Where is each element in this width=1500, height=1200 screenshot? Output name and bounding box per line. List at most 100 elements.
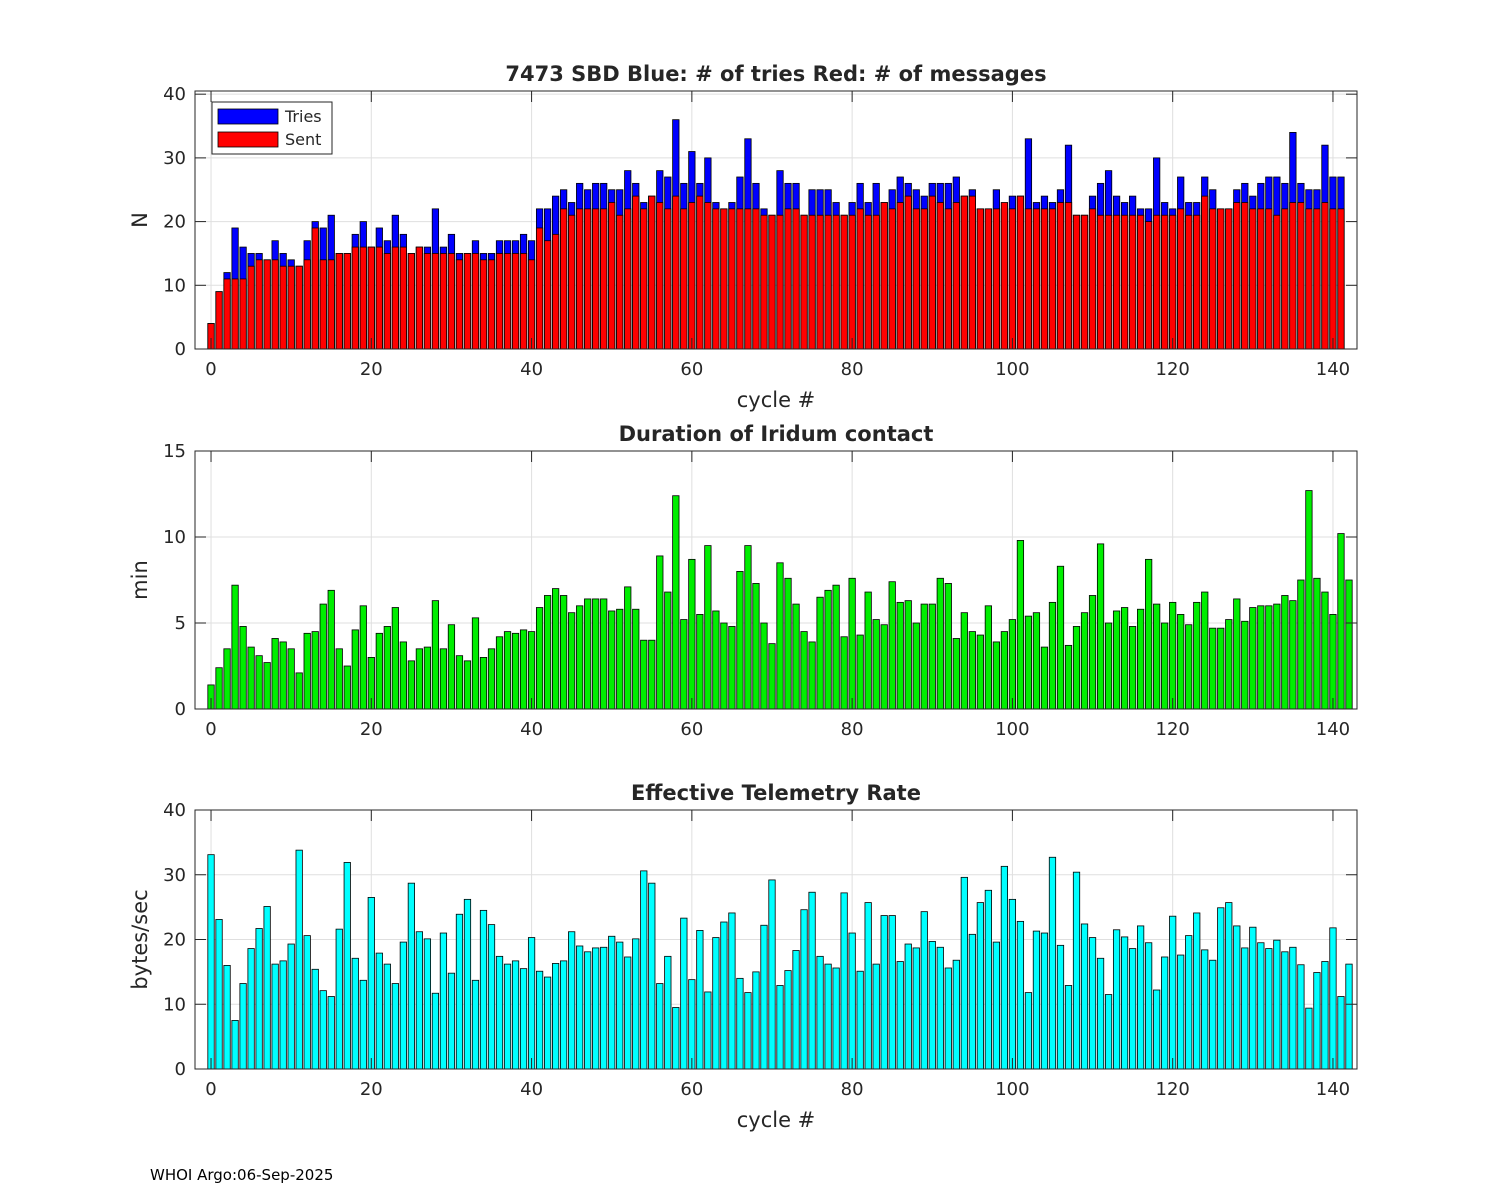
bar-rate-103 xyxy=(1032,930,1041,1070)
axes-frame xyxy=(194,450,1358,710)
bar-sent-38 xyxy=(511,253,520,350)
bar-sent-100 xyxy=(1008,208,1017,350)
bar-duration-141 xyxy=(1337,533,1345,710)
bar-duration-81 xyxy=(856,634,864,710)
bar-sent-128 xyxy=(1233,202,1241,350)
bar-sent-89 xyxy=(920,208,928,350)
x-tick-label: 60 xyxy=(680,719,703,740)
bar-duration-34 xyxy=(479,657,488,710)
bar-rate-69 xyxy=(760,924,768,1070)
bar-sent-137 xyxy=(1305,208,1313,350)
bar-sent-138 xyxy=(1313,208,1321,350)
bar-sent-42 xyxy=(544,240,552,350)
bar-rate-60 xyxy=(688,979,696,1070)
bar-rate-128 xyxy=(1233,925,1241,1070)
bar-rate-84 xyxy=(880,915,888,1070)
bar-duration-122 xyxy=(1185,624,1193,710)
bar-duration-19 xyxy=(359,605,367,710)
bar-duration-40 xyxy=(527,631,536,710)
bar-sent-46 xyxy=(576,208,584,350)
axes-frame xyxy=(194,90,1358,350)
bar-duration-129 xyxy=(1241,620,1249,710)
bar-rate-100 xyxy=(1008,898,1017,1070)
bar-duration-6 xyxy=(255,655,263,710)
bar-duration-116 xyxy=(1137,608,1145,710)
bar-sent-44 xyxy=(560,208,568,350)
bar-sent-58 xyxy=(672,195,680,350)
bar-rate-17 xyxy=(343,862,351,1070)
telemetry-rate-title: Effective Telemetry Rate xyxy=(631,781,921,805)
bar-rate-25 xyxy=(407,882,415,1070)
bar-duration-79 xyxy=(840,636,848,710)
bar-duration-96 xyxy=(976,634,984,710)
bar-duration-91 xyxy=(936,577,944,710)
bar-duration-11 xyxy=(295,672,303,710)
y-tick-label: 20 xyxy=(163,930,186,951)
bar-duration-80 xyxy=(848,577,856,710)
bar-duration-126 xyxy=(1217,627,1225,710)
bar-rate-116 xyxy=(1137,925,1145,1070)
bar-duration-39 xyxy=(519,629,528,710)
bar-duration-119 xyxy=(1161,622,1169,710)
duration-title: Duration of Iridum contact xyxy=(619,422,934,446)
bar-rate-53 xyxy=(632,938,640,1070)
bar-rate-72 xyxy=(784,970,792,1070)
bar-duration-82 xyxy=(864,591,872,710)
x-tick-label: 0 xyxy=(205,359,216,380)
bar-duration-100 xyxy=(1008,619,1017,710)
bar-duration-48 xyxy=(592,598,600,710)
legend-label-sent: Sent xyxy=(285,130,321,149)
bar-duration-33 xyxy=(471,617,480,710)
bar-duration-101 xyxy=(1016,540,1025,710)
bar-duration-112 xyxy=(1104,622,1113,710)
bar-rate-57 xyxy=(664,955,672,1070)
bar-rate-136 xyxy=(1297,964,1305,1070)
bar-rate-3 xyxy=(231,1020,239,1070)
x-tick-label: 140 xyxy=(1316,1079,1350,1100)
bar-rate-134 xyxy=(1281,951,1289,1070)
bar-sent-26 xyxy=(415,246,423,350)
bar-rate-23 xyxy=(391,983,399,1070)
bar-rate-141 xyxy=(1337,996,1345,1070)
bar-rate-63 xyxy=(712,937,720,1070)
bar-rate-47 xyxy=(584,951,592,1070)
bar-sent-78 xyxy=(832,214,840,350)
bar-sent-74 xyxy=(800,214,808,350)
y-tick-label: 0 xyxy=(175,339,186,360)
bar-rate-106 xyxy=(1056,944,1065,1070)
bar-sent-17 xyxy=(343,253,351,350)
bar-duration-15 xyxy=(327,589,335,710)
bar-sent-33 xyxy=(471,253,480,350)
bar-sent-71 xyxy=(776,214,784,350)
axes: 0 20 40 60 80 100 120 140 0 5 10 15 xyxy=(163,441,1358,740)
bar-rate-125 xyxy=(1209,959,1217,1070)
bar-duration-94 xyxy=(960,612,968,710)
bar-duration-51 xyxy=(616,608,624,710)
bar-sent-134 xyxy=(1281,208,1289,350)
bar-rate-2 xyxy=(223,965,231,1070)
bar-rate-52 xyxy=(624,956,632,1070)
bar-rate-130 xyxy=(1249,926,1257,1070)
bar-duration-41 xyxy=(535,607,544,710)
bar-sent-70 xyxy=(768,214,776,350)
bar-duration-98 xyxy=(992,641,1000,710)
bar-rate-101 xyxy=(1016,920,1025,1070)
bar-sent-6 xyxy=(255,259,263,350)
bar-duration-17 xyxy=(343,665,351,710)
bar-duration-68 xyxy=(752,583,760,710)
bar-sent-126 xyxy=(1217,208,1225,350)
bar-duration-36 xyxy=(495,636,504,710)
bar-rate-20 xyxy=(367,897,375,1070)
bar-rate-4 xyxy=(239,983,247,1070)
y-tick-label: 30 xyxy=(163,148,186,169)
bar-duration-102 xyxy=(1024,615,1033,710)
bar-rate-33 xyxy=(471,979,480,1070)
bar-sent-129 xyxy=(1241,202,1249,350)
bar-sent-114 xyxy=(1120,214,1129,350)
bar-sent-77 xyxy=(824,214,832,350)
bar-duration-2 xyxy=(223,648,231,710)
bar-duration-42 xyxy=(544,595,552,710)
bar-sent-111 xyxy=(1096,214,1105,350)
bar-rate-1 xyxy=(215,919,223,1070)
